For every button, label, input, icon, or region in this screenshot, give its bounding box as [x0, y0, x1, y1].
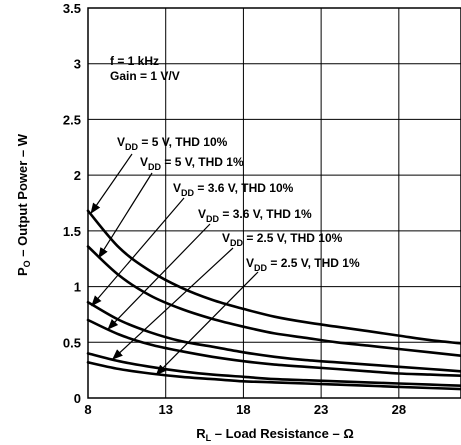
series-leader-arrow-6: [155, 271, 259, 376]
series-leader-arrow-3: [91, 197, 185, 307]
series-curve-5: [86, 352, 461, 387]
y-tick-label-0: 0: [74, 391, 81, 406]
series-leader-arrow-1: [90, 153, 133, 214]
x-tick-label-18: 18: [236, 402, 250, 417]
series-label-leaders: [90, 153, 259, 376]
y-axis-label: PO – Output Power – W: [15, 133, 32, 276]
plot-frame: [87, 7, 461, 399]
y-tick-labels: 0 0.5 1 1.5 2 2.5 3 3.5: [63, 1, 81, 406]
series-leader-arrow-4: [107, 223, 211, 330]
series-label-6: VDD = 2.5 V, THD 1%: [246, 256, 360, 273]
series-curve-3: [86, 300, 461, 373]
series-labels: VDD = 5 V, THD 10% VDD = 5 V, THD 1% VDD =…: [117, 135, 360, 273]
x-axis-label: RL – Load Resistance – Ω: [196, 426, 354, 443]
x-tick-label-13: 13: [158, 402, 172, 417]
y-tick-label-1-5: 1.5: [63, 224, 81, 239]
y-tick-label-1: 1: [74, 280, 81, 295]
x-tick-label-23: 23: [314, 402, 328, 417]
series-label-3: VDD = 3.6 V, THD 10%: [173, 181, 294, 198]
x-tick-label-8: 8: [84, 402, 91, 417]
series-curve-1: [86, 209, 461, 345]
grid: [87, 7, 461, 399]
series-label-1: VDD = 5 V, THD 10%: [117, 135, 228, 152]
annotation-gain: Gain = 1 V/V: [110, 69, 180, 83]
series-curves: [86, 209, 461, 391]
x-tick-labels: 8 13 18 23 28: [84, 402, 406, 417]
y-tick-label-3: 3: [74, 57, 81, 72]
series-leader-arrow-5: [112, 247, 234, 360]
series-curve-2: [86, 245, 461, 357]
series-curve-4: [86, 318, 461, 377]
series-label-4: VDD = 3.6 V, THD 1%: [198, 207, 312, 224]
series-leader-arrow-2: [98, 172, 153, 259]
series-label-5: VDD = 2.5 V, THD 10%: [222, 231, 343, 248]
y-tick-label-2-5: 2.5: [63, 112, 81, 127]
y-tick-label-2: 2: [74, 168, 81, 183]
y-tick-label-3-5: 3.5: [63, 1, 81, 16]
x-tick-label-28: 28: [392, 402, 406, 417]
series-curve-6: [86, 361, 461, 391]
series-label-2: VDD = 5 V, THD 1%: [140, 155, 244, 172]
y-tick-label-0-5: 0.5: [63, 335, 81, 350]
annotation-frequency: f = 1 kHz: [110, 54, 159, 68]
